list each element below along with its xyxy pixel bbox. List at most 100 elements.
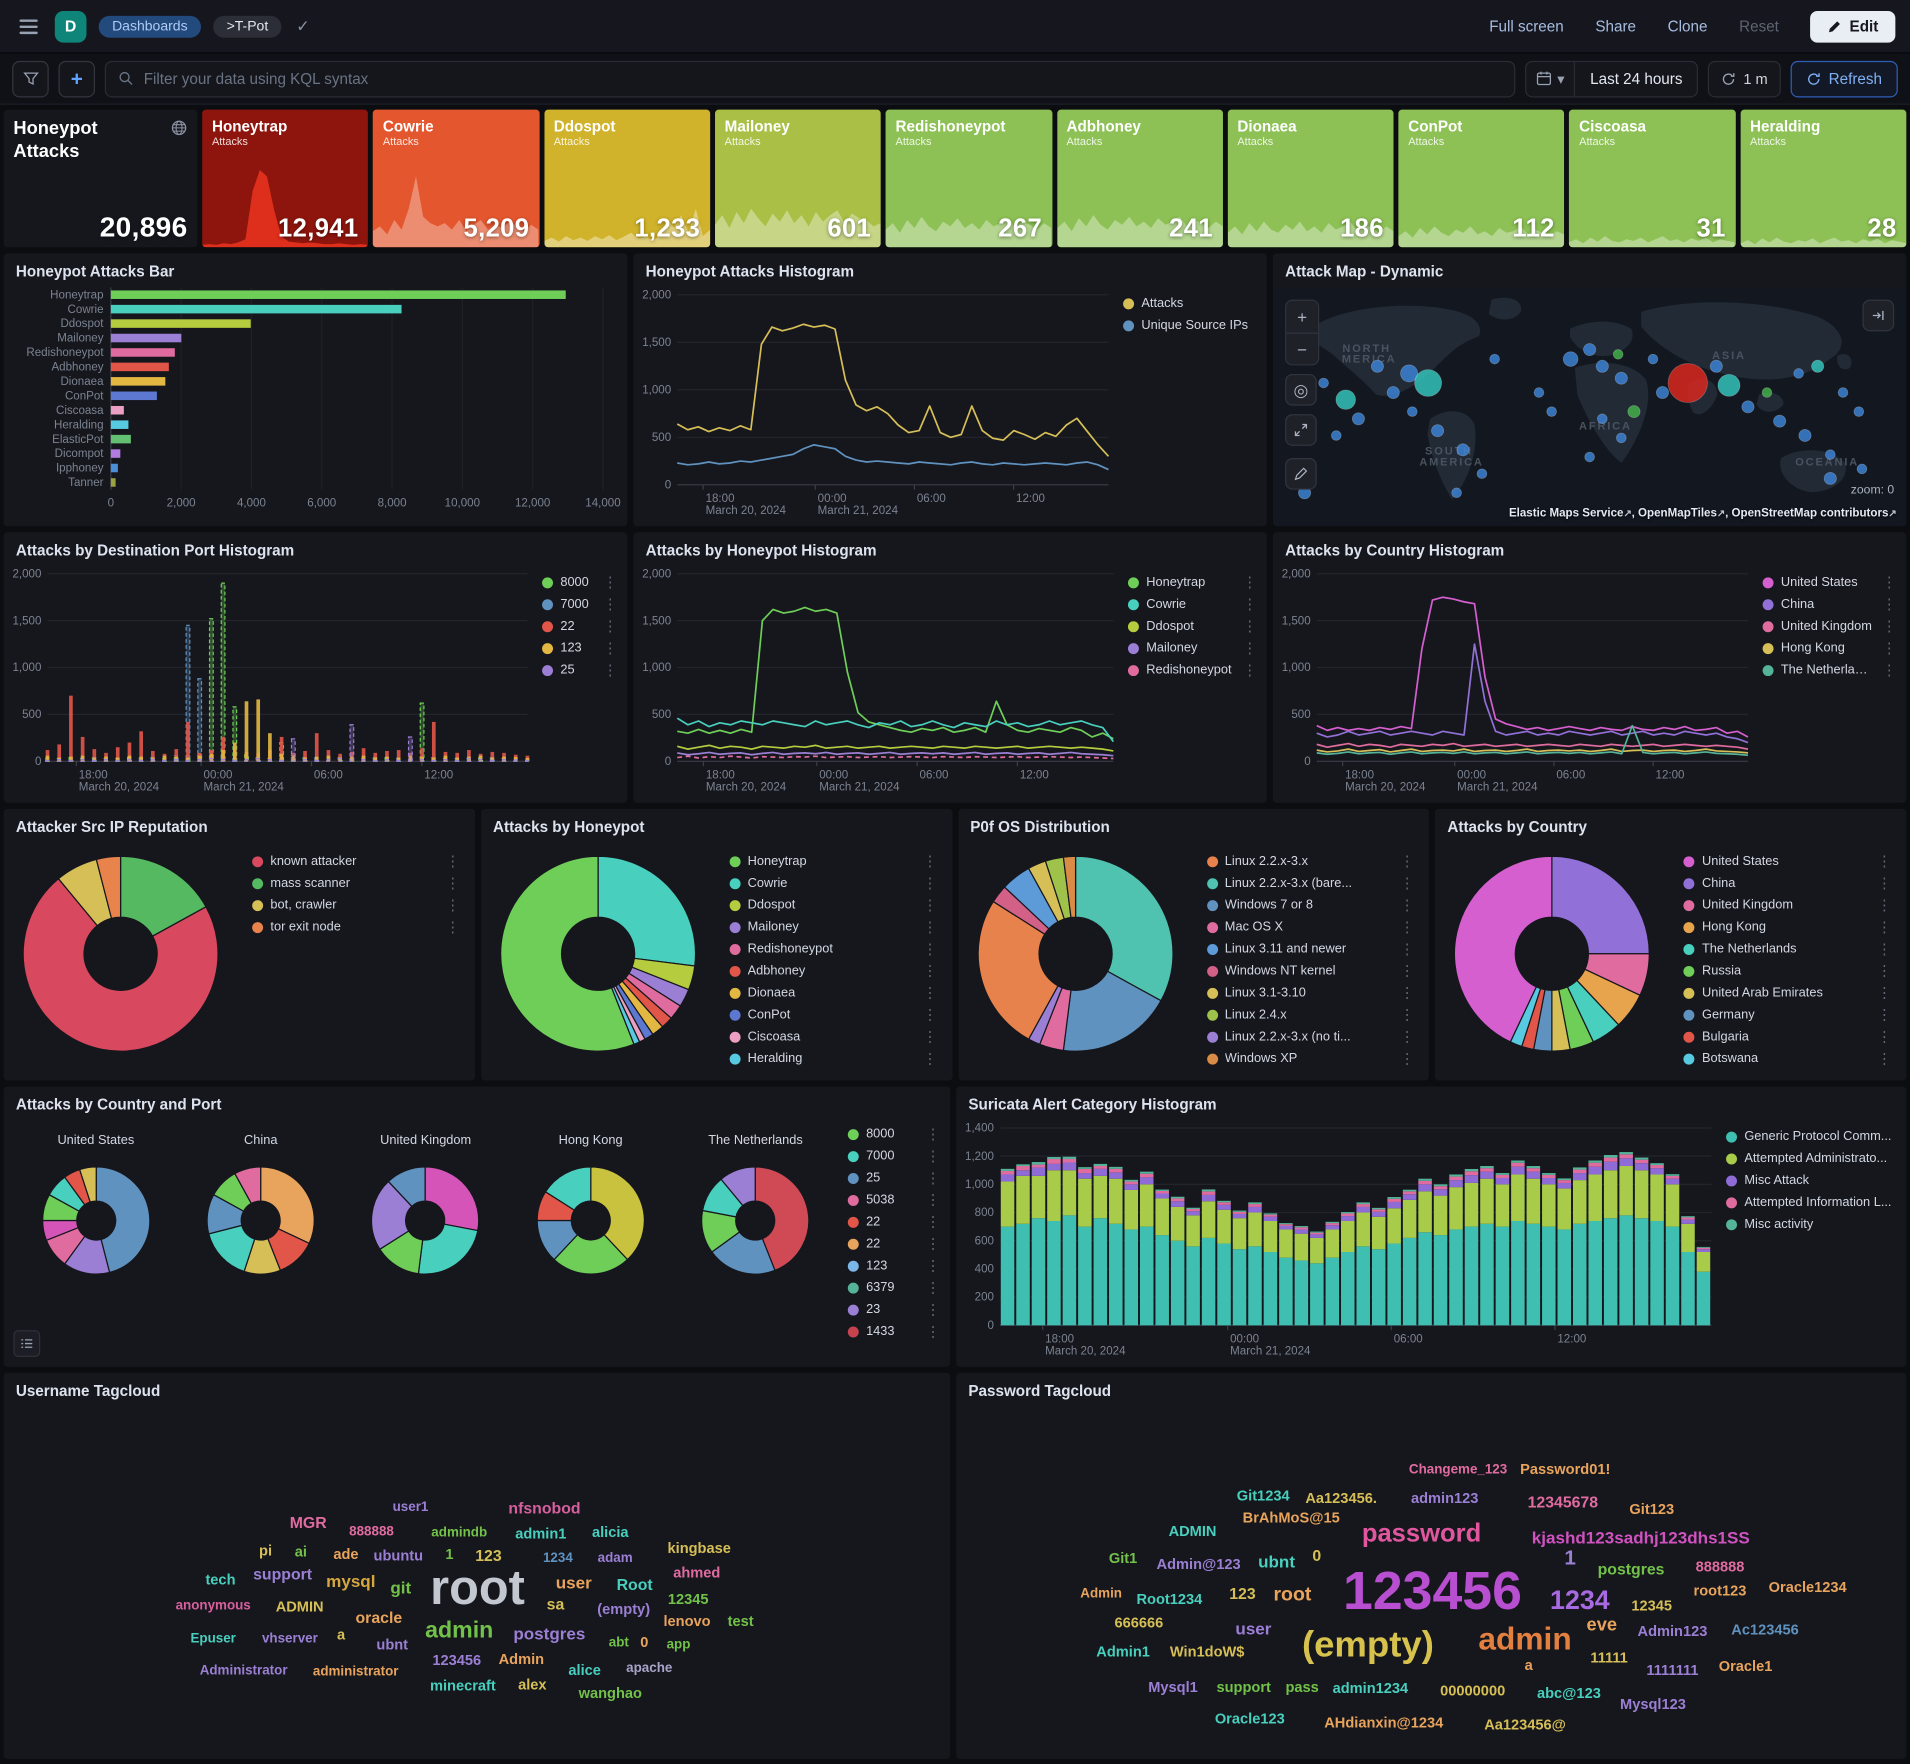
legend-item[interactable]: Hong Kong ⋮	[1683, 916, 1894, 938]
tagcloud-word[interactable]: alice	[568, 1661, 601, 1679]
legend-item[interactable]: United States ⋮	[1762, 571, 1899, 593]
legend-menu-icon[interactable]: ⋮	[925, 1279, 941, 1297]
legend-menu-icon[interactable]: ⋮	[1881, 639, 1897, 657]
tagcloud-word[interactable]: 1111111	[1646, 1661, 1699, 1679]
tagcloud-word[interactable]: adam	[597, 1551, 633, 1566]
legend-item[interactable]: 25 ⋮	[847, 1167, 943, 1189]
clone-button[interactable]: Clone	[1667, 17, 1708, 35]
tagcloud-word[interactable]: kingbase	[667, 1539, 731, 1557]
tagcloud-word[interactable]: Oracle1234	[1768, 1578, 1847, 1596]
tagcloud-word[interactable]: 666666	[1114, 1613, 1164, 1632]
map-draw-tool-button[interactable]	[1285, 458, 1317, 490]
legend-menu-icon[interactable]: ⋮	[1399, 874, 1415, 892]
breadcrumb-current[interactable]: >T-Pot	[213, 15, 282, 38]
legend-item[interactable]: Windows 7 or 8 ⋮	[1206, 894, 1417, 916]
tagcloud-word[interactable]: alex	[518, 1676, 547, 1694]
legend-item[interactable]: United Arab Emirates ⋮	[1683, 982, 1894, 1004]
refresh-interval-control[interactable]: 1 m	[1708, 60, 1782, 97]
legend-item[interactable]: Linux 2.2.x-3.x (bare... ⋮	[1206, 872, 1417, 894]
legend-menu-icon[interactable]: ⋮	[1399, 940, 1415, 958]
tagcloud-word[interactable]: support	[1216, 1678, 1271, 1696]
tagcloud-word[interactable]: Admin@123	[1156, 1555, 1241, 1573]
legend-item[interactable]: Unique Source IPs	[1123, 314, 1259, 336]
legend-menu-icon[interactable]: ⋮	[1877, 896, 1892, 914]
legend-item[interactable]: Generic Protocol Comm...	[1726, 1126, 1899, 1148]
tagcloud-word[interactable]: apache	[626, 1660, 673, 1676]
tagcloud-word[interactable]: 1234	[1550, 1584, 1610, 1616]
legend-menu-icon[interactable]: ⋮	[925, 1125, 941, 1143]
legend-item[interactable]: Ddospot ⋮	[729, 894, 939, 916]
legend-item[interactable]: 7000 ⋮	[847, 1145, 943, 1167]
tagcloud-word[interactable]: Password01!	[1520, 1460, 1611, 1478]
calendar-dropdown[interactable]: ▾	[1527, 61, 1576, 96]
tagcloud-word[interactable]: user1	[392, 1500, 429, 1515]
tagcloud-word[interactable]: Aa123456.	[1305, 1489, 1377, 1507]
legend-item[interactable]: China ⋮	[1762, 593, 1899, 615]
legend-menu-icon[interactable]: ⋮	[445, 874, 461, 892]
legend-menu-icon[interactable]: ⋮	[602, 661, 618, 679]
tagcloud-word[interactable]: ubnt	[376, 1635, 409, 1653]
tagcloud-word[interactable]: Administrator	[199, 1663, 288, 1678]
legend-item[interactable]: bot, crawler ⋮	[252, 894, 462, 916]
tagcloud-word[interactable]: 123	[1229, 1584, 1256, 1603]
legend-menu-icon[interactable]: ⋮	[925, 1300, 941, 1318]
legend-item[interactable]: Attacks	[1123, 292, 1259, 314]
legend-menu-icon[interactable]: ⋮	[1881, 573, 1897, 591]
attack-map[interactable]: NORTH MERICA SOUTH AMERICA AFRICA ASIA OCEANIA	[1272, 287, 1907, 527]
legend-item[interactable]: 1433 ⋮	[847, 1320, 943, 1342]
tagcloud-word[interactable]: Git1	[1108, 1549, 1138, 1567]
tagcloud-word[interactable]: admindb	[431, 1525, 488, 1541]
legend-item[interactable]: Windows XP ⋮	[1206, 1048, 1417, 1070]
legend-menu-icon[interactable]: ⋮	[925, 1147, 941, 1165]
legend-item[interactable]: The Netherlands ⋮	[1683, 938, 1894, 960]
tagcloud-word[interactable]: admin123	[1410, 1489, 1479, 1507]
legend-item[interactable]: Heralding ⋮	[729, 1048, 939, 1070]
legend-menu-icon[interactable]: ⋮	[1877, 918, 1892, 936]
legend-menu-icon[interactable]: ⋮	[922, 984, 938, 1002]
legend-item[interactable]: Adbhoney ⋮	[729, 960, 939, 982]
legend-menu-icon[interactable]: ⋮	[1242, 639, 1258, 657]
legend-menu-icon[interactable]: ⋮	[925, 1235, 941, 1253]
tagcloud-word[interactable]: 123456	[432, 1651, 482, 1669]
legend-menu-icon[interactable]: ⋮	[925, 1191, 941, 1209]
legend-menu-icon[interactable]: ⋮	[1242, 595, 1258, 613]
legend-menu-icon[interactable]: ⋮	[922, 874, 938, 892]
search-input[interactable]	[143, 70, 1503, 88]
legend-menu-icon[interactable]: ⋮	[1242, 573, 1258, 591]
legend-item[interactable]: ConPot ⋮	[729, 1004, 939, 1026]
tagcloud-word[interactable]: postgres	[1597, 1559, 1665, 1579]
map-zoom-in-button[interactable]: +	[1286, 300, 1318, 333]
legend-item[interactable]: Cowrie ⋮	[1127, 593, 1260, 615]
tagcloud-word[interactable]: support	[253, 1564, 313, 1583]
legend-item[interactable]: 8000 ⋮	[847, 1123, 943, 1145]
refresh-button[interactable]: Refresh	[1790, 60, 1898, 97]
tagcloud-word[interactable]: git	[390, 1577, 412, 1597]
tagcloud-word[interactable]: a	[1524, 1656, 1533, 1674]
tagcloud-word[interactable]: 888888	[349, 1524, 394, 1540]
legend-item[interactable]: Cowrie ⋮	[729, 872, 939, 894]
add-filter-button[interactable]: +	[58, 60, 96, 97]
legend-item[interactable]: 5038 ⋮	[847, 1189, 943, 1211]
legend-item[interactable]: United States ⋮	[1683, 850, 1894, 872]
legend-menu-icon[interactable]: ⋮	[445, 918, 461, 936]
legend-menu-icon[interactable]: ⋮	[1399, 984, 1415, 1002]
tagcloud-word[interactable]: Mysql1	[1148, 1678, 1198, 1696]
legend-menu-icon[interactable]: ⋮	[1242, 661, 1258, 679]
legend-item[interactable]: 8000 ⋮	[542, 571, 620, 593]
legend-item[interactable]: Germany ⋮	[1683, 1004, 1894, 1026]
legend-menu-icon[interactable]: ⋮	[1877, 852, 1892, 870]
legend-menu-icon[interactable]: ⋮	[1399, 962, 1415, 980]
tagcloud-word[interactable]: Oracle123	[1214, 1710, 1285, 1728]
tagcloud-word[interactable]: wanghao	[578, 1684, 642, 1702]
tagcloud-word[interactable]: ai	[294, 1543, 307, 1561]
tagcloud-word[interactable]: (empty)	[1301, 1624, 1434, 1666]
tagcloud-word[interactable]: 1	[445, 1545, 454, 1563]
tagcloud-word[interactable]: ubnt	[1258, 1551, 1296, 1572]
legend-item[interactable]: 7000 ⋮	[542, 593, 620, 615]
tagcloud-word[interactable]: abt	[608, 1635, 629, 1650]
map-zoom-out-button[interactable]: −	[1286, 332, 1318, 365]
tagcloud-word[interactable]: 123	[475, 1546, 502, 1565]
legend-item[interactable]: Bulgaria ⋮	[1683, 1026, 1894, 1048]
legend-item[interactable]: Ciscoasa ⋮	[729, 1026, 939, 1048]
legend-menu-icon[interactable]: ⋮	[922, 896, 938, 914]
